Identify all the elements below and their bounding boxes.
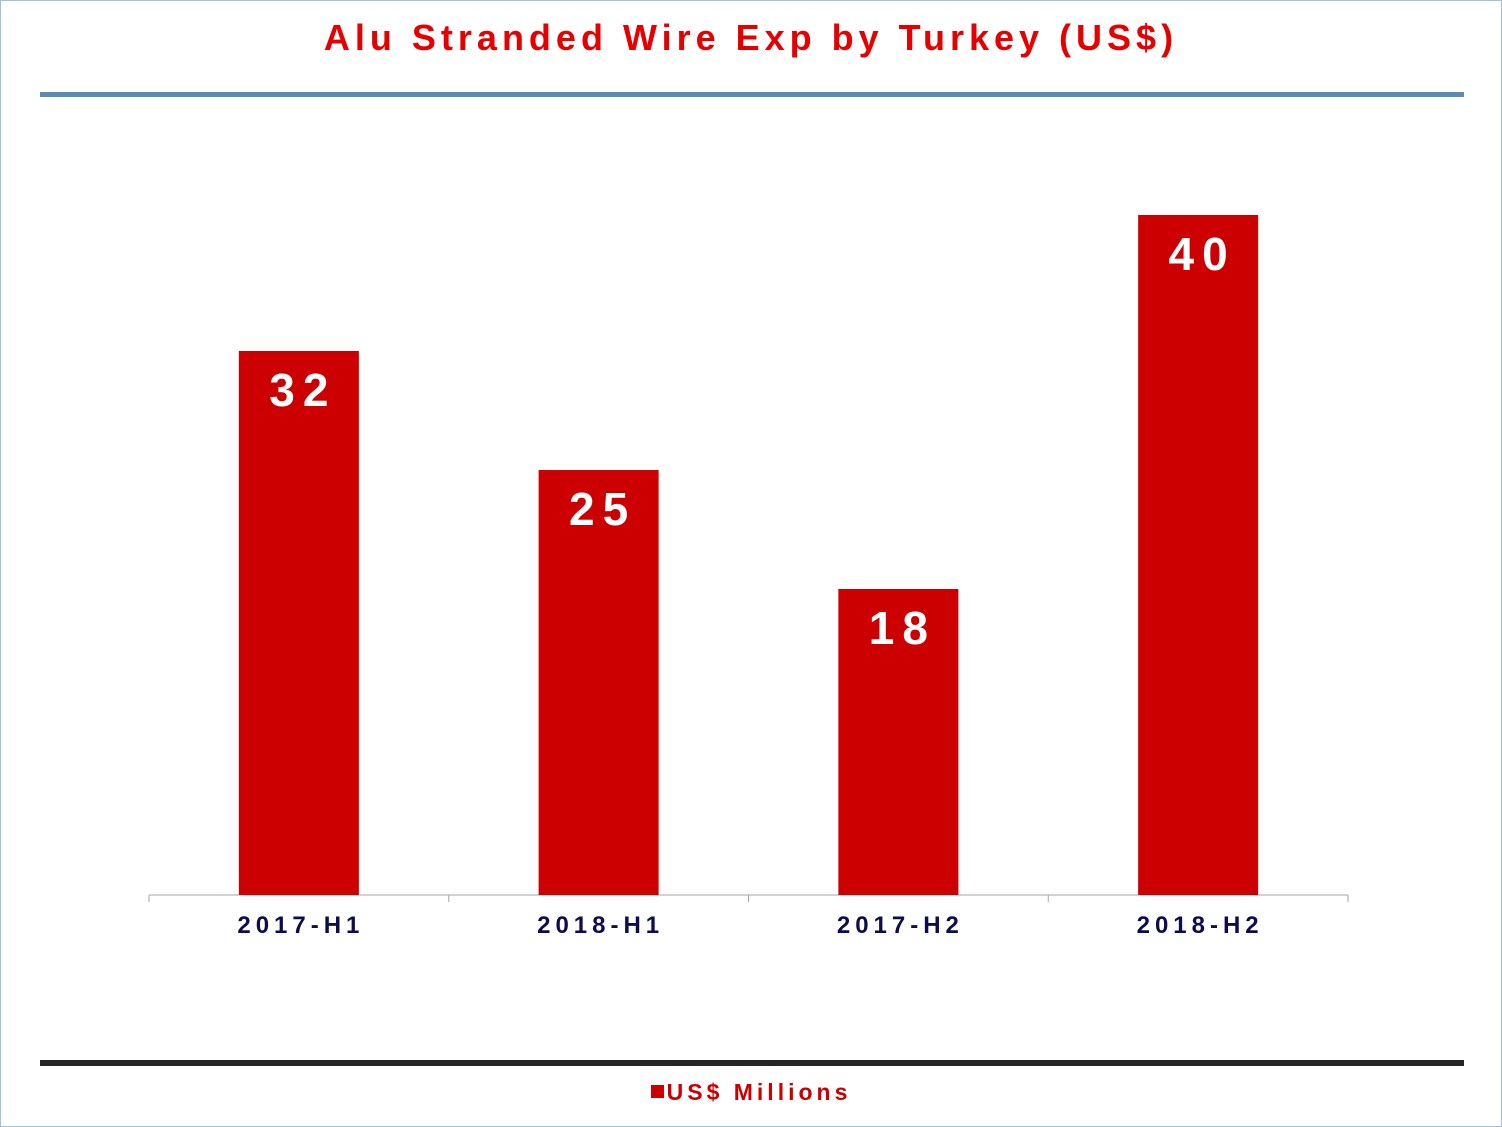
chart-legend: US$ Millions	[1, 1079, 1501, 1106]
legend-divider	[40, 1060, 1464, 1066]
data-label: 40	[1169, 228, 1236, 280]
data-label: 32	[269, 364, 336, 416]
bar-2018-H2	[1138, 215, 1259, 895]
legend-label: US$ Millions	[666, 1079, 852, 1105]
x-tick-label: 2017-H2	[837, 912, 964, 939]
data-label: 25	[569, 483, 636, 535]
bar-2017-H2	[838, 589, 959, 895]
title-divider	[40, 92, 1464, 97]
bar-2017-H1	[238, 351, 359, 895]
x-tick-label: 2017-H1	[237, 912, 364, 939]
chart-plot: 32 2017-H1 25 2018-H1 18 2017-H2 40 2018-H2	[148, 215, 1349, 939]
x-tick-label: 2018-H1	[537, 912, 664, 939]
chart-title: Alu Stranded Wire Exp by Turkey (US$)	[323, 17, 1179, 58]
data-label: 18	[869, 602, 936, 654]
bar-2018-H1	[538, 470, 659, 895]
legend-swatch	[650, 1085, 664, 1098]
x-tick-label: 2018-H2	[1137, 912, 1264, 939]
